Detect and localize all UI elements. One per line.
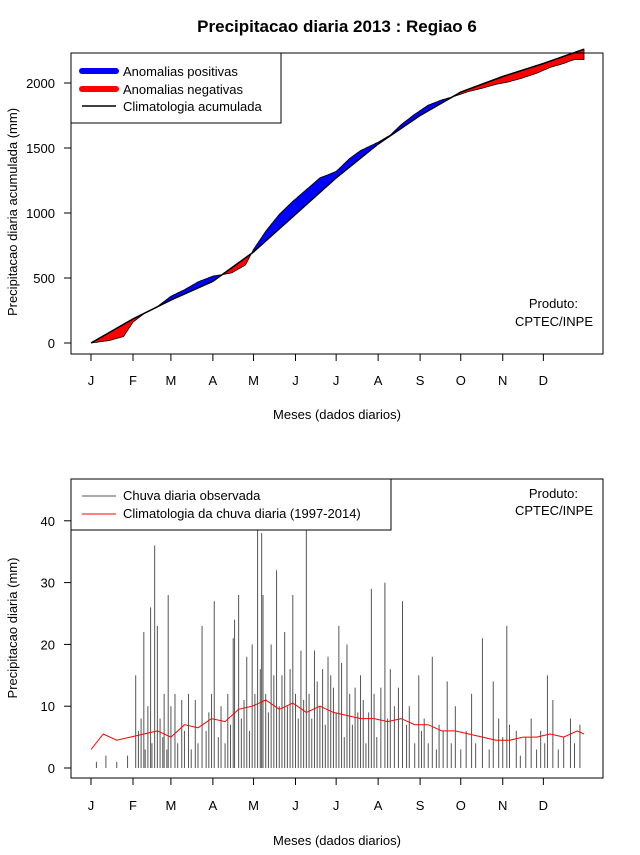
x-tick-label: N (498, 798, 507, 813)
bottom-plot-area (90, 520, 585, 768)
x-tick-label: J (333, 373, 340, 388)
bottom-y-axis-label: Precipitacao diaria (mm) (5, 558, 20, 699)
x-tick-label: S (416, 373, 425, 388)
y-tick-label: 500 (33, 271, 55, 286)
x-tick-label: N (498, 373, 507, 388)
x-tick-label: A (374, 798, 383, 813)
legend-label-climatology: Climatologia acumulada (123, 99, 263, 114)
legend-label-climatology-daily: Climatologia da chuva diaria (1997-2014) (123, 506, 361, 521)
x-tick-label: J (88, 373, 95, 388)
x-tick-label: J (333, 798, 340, 813)
y-tick-label: 0 (48, 336, 55, 351)
y-tick-label: 1000 (26, 206, 55, 221)
y-tick-label: 0 (48, 761, 55, 776)
chart-title: Precipitacao diaria 2013 : Regiao 6 (197, 17, 477, 36)
y-tick-label: 2000 (26, 76, 55, 91)
legend-label-positive: Anomalias positivas (123, 64, 238, 79)
x-tick-label: M (248, 798, 259, 813)
x-tick-label: A (209, 373, 218, 388)
positive-anomaly-area (251, 96, 453, 254)
x-tick-label: S (416, 798, 425, 813)
bottom-credit-cptec: CPTEC/INPE (515, 503, 593, 518)
x-tick-label: M (165, 798, 176, 813)
x-tick-label: O (456, 798, 466, 813)
x-tick-label: F (129, 798, 137, 813)
x-tick-label: F (129, 373, 137, 388)
bottom-x-axis-label: Meses (dados diarios) (273, 833, 401, 848)
top-plot-area (90, 48, 585, 344)
top-y-axis: 0 500 1000 1500 2000 (26, 76, 71, 351)
bottom-panel: 0 10 20 30 40 J F M A M J J A S O N D Meses (dados diar… (5, 478, 604, 848)
x-tick-label: D (539, 373, 548, 388)
top-legend: Anomalias positivas Anomalias negativas … (70, 52, 282, 124)
legend-label-negative: Anomalias negativas (123, 82, 243, 97)
x-tick-label: M (248, 373, 259, 388)
x-tick-label: A (374, 373, 383, 388)
y-tick-label: 20 (41, 637, 55, 652)
bottom-y-axis: 0 10 20 30 40 (41, 514, 71, 776)
x-tick-label: D (539, 798, 548, 813)
climatology-accumulated-line (90, 48, 585, 344)
top-plot-frame (70, 52, 604, 355)
top-x-axis-label: Meses (dados diarios) (273, 407, 401, 422)
bottom-legend: Chuva diaria observada Climatologia da c… (70, 478, 392, 531)
x-tick-label: J (292, 798, 299, 813)
bottom-legend-box (70, 478, 392, 531)
y-tick-label: 30 (41, 576, 55, 591)
y-tick-label: 10 (41, 699, 55, 714)
top-y-axis-label: Precipitacao diaria acumulada (mm) (5, 108, 20, 316)
legend-label-observed: Chuva diaria observada (123, 488, 261, 503)
x-tick-label: J (292, 373, 299, 388)
x-tick-label: M (165, 373, 176, 388)
x-tick-label: J (88, 798, 95, 813)
x-tick-label: O (456, 373, 466, 388)
y-tick-label: 40 (41, 514, 55, 529)
top-credit-cptec: CPTEC/INPE (515, 314, 593, 329)
x-tick-label: A (209, 798, 218, 813)
y-tick-label: 1500 (26, 141, 55, 156)
climatology-daily-line (90, 699, 585, 750)
top-panel: 0 500 1000 1500 2000 J F M A M J J A S O N D Meses (dad… (5, 48, 604, 422)
bottom-credit-product: Produto: (529, 486, 578, 501)
top-credit-product: Produto: (529, 296, 578, 311)
